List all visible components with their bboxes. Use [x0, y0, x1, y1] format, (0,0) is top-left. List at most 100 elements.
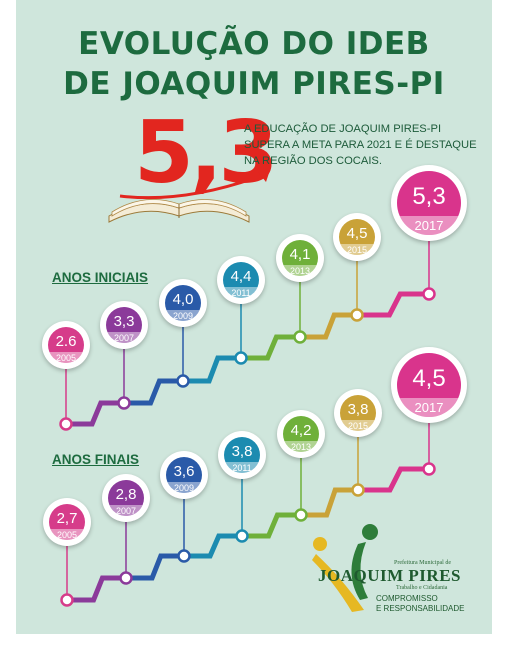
title-line-2: DE JOAQUIM PIRES-PI	[63, 66, 445, 102]
bubble-year: 2013	[283, 441, 319, 452]
bubble-year: 2015	[340, 420, 376, 431]
bubble-value: 3,8	[347, 401, 369, 419]
evolution-dot	[59, 417, 73, 431]
bubble-fill: 3,6 2009	[166, 457, 202, 493]
bubble-year: 2011	[223, 287, 259, 298]
finais-bubble-2011: 3,8 2011	[218, 431, 266, 479]
bubble-year: 2009	[166, 482, 202, 493]
bubble-year: 2007	[106, 332, 142, 343]
book-icon	[108, 199, 250, 223]
highlight-text-line-3: NA REGIÃO DOS COCAIS.	[244, 155, 383, 167]
bubble-value: 5,3	[412, 182, 446, 210]
evolution-dot	[234, 351, 248, 365]
bubble-value: 3,8	[231, 443, 253, 461]
evolution-dot	[422, 287, 436, 301]
evolution-dot	[422, 462, 436, 476]
bubble-value: 4,5	[412, 364, 446, 392]
evolution-dot	[293, 330, 307, 344]
title-line-1: EVOLUÇÃO DO IDEB	[78, 26, 430, 62]
slogan-line-1: COMPROMISSO	[376, 594, 438, 603]
infographic-poster: EVOLUÇÃO DO IDEB DE JOAQUIM PIRES-PI 5,3…	[16, 0, 492, 634]
evolution-dot	[60, 593, 74, 607]
iniciais-bubble-2007: 3,3 2007	[100, 301, 148, 349]
bubble-fill: 3,3 2007	[106, 307, 142, 343]
evolution-step-line	[301, 487, 358, 518]
evolution-step-line	[124, 378, 183, 406]
bubble-fill: 4,5 2017	[397, 353, 461, 417]
evolution-step-line	[126, 553, 184, 581]
logo-slogan: COMPROMISSO E RESPONSABILIDADE	[376, 594, 464, 614]
bubble-fill: 2,7 2005	[49, 504, 85, 540]
bubble-year: 2009	[165, 310, 201, 321]
highlight-text-line-1: A EDUCAÇÃO DE JOAQUIM PIRES-PI	[244, 123, 442, 135]
bubble-value: 2.6	[55, 333, 77, 351]
evolution-dot	[351, 483, 365, 497]
bubble-fill: 3,8 2011	[224, 437, 260, 473]
evolution-step-line	[358, 466, 429, 493]
joaquim-pires-logo-icon	[312, 524, 378, 612]
finais-bubble-2017: 4,5 2017	[391, 347, 467, 423]
evolution-dot	[235, 529, 249, 543]
evolution-step-line	[183, 355, 241, 384]
evolution-step-line	[242, 512, 301, 539]
evolution-step-line	[184, 533, 242, 559]
iniciais-bubble-2017: 5,3 2017	[391, 165, 467, 241]
finais-bubble-2013: 4,2 2013	[277, 410, 325, 458]
highlight-text: A EDUCAÇÃO DE JOAQUIM PIRES-PI SUPERA A …	[244, 121, 484, 169]
bubble-year: 2007	[108, 505, 144, 516]
bubble-value: 3,6	[173, 463, 195, 481]
evolution-dot	[176, 374, 190, 388]
finais-bubble-2005: 2,7 2005	[43, 498, 91, 546]
bubble-year: 2005	[49, 529, 85, 540]
bubble-value: 4,0	[172, 291, 194, 309]
bubble-value: 4,2	[290, 422, 312, 440]
bubble-value: 3,3	[113, 313, 135, 331]
evolution-dot	[119, 571, 133, 585]
bubble-fill: 2.6 2005	[48, 327, 84, 363]
evolution-dot	[294, 508, 308, 522]
evolution-step-line	[300, 312, 357, 340]
logo-name: JOAQUIM PIRES	[318, 566, 461, 585]
bubble-fill: 4,5 2015	[339, 219, 375, 255]
bubble-value: 4,4	[230, 268, 252, 286]
bubble-fill: 3,8 2015	[340, 395, 376, 431]
bubble-value: 2,7	[56, 510, 78, 528]
highlight-text-line-2: SUPERA A META PARA 2021 E É DESTAQUE	[244, 139, 477, 151]
bubble-year: 2005	[48, 352, 84, 363]
finais-bubble-2009: 3,6 2009	[160, 451, 208, 499]
bubble-fill: 2,8 2007	[108, 480, 144, 516]
bubble-year: 2015	[339, 244, 375, 255]
bubble-value: 4,5	[346, 225, 368, 243]
highlight-value: 5,3	[134, 103, 278, 203]
finais-bubble-2015: 3,8 2015	[334, 389, 382, 437]
bubble-year: 2011	[224, 462, 260, 473]
logo-tagline: Trabalho e Cidadania	[396, 585, 448, 591]
bubble-fill: 4,1 2013	[282, 240, 318, 276]
evolution-dot	[350, 308, 364, 322]
evolution-dot	[177, 549, 191, 563]
iniciais-bubble-2013: 4,1 2013	[276, 234, 324, 282]
bubble-year: 2017	[397, 215, 461, 235]
evolution-lines	[59, 241, 436, 607]
bubble-fill: 4,4 2011	[223, 262, 259, 298]
iniciais-bubble-2005: 2.6 2005	[42, 321, 90, 369]
iniciais-bubble-2015: 4,5 2015	[333, 213, 381, 261]
bubble-fill: 4,2 2013	[283, 416, 319, 452]
evolution-step-line	[67, 575, 126, 603]
bubble-fill: 5,3 2017	[397, 171, 461, 235]
evolution-step-line	[241, 334, 300, 361]
bubble-value: 2,8	[115, 486, 137, 504]
bubble-year: 2017	[397, 397, 461, 417]
bubble-year: 2013	[282, 265, 318, 276]
iniciais-bubble-2011: 4,4 2011	[217, 256, 265, 304]
section-label-iniciais: ANOS INICIAIS	[52, 270, 149, 285]
logo-top-text: Prefeitura Municipal de	[394, 560, 451, 566]
growth-arrow-icon	[119, 170, 270, 200]
slogan-line-2: E RESPONSABILIDADE	[376, 604, 465, 613]
evolution-step-line	[357, 291, 429, 318]
evolution-step-line	[66, 400, 124, 427]
bubble-fill: 4,0 2009	[165, 285, 201, 321]
iniciais-bubble-2009: 4,0 2009	[159, 279, 207, 327]
bubble-value: 4,1	[289, 246, 311, 264]
finais-bubble-2007: 2,8 2007	[102, 474, 150, 522]
